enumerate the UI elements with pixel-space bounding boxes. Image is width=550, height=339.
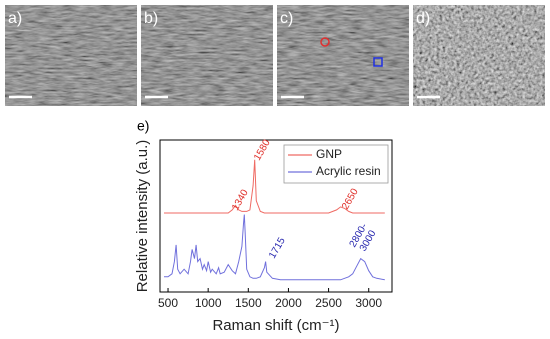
annotation-line: 1340: [230, 187, 251, 212]
series-line: [164, 159, 385, 214]
annotation-line: 1580: [252, 137, 273, 162]
x-tick-label: 1000: [195, 296, 222, 310]
x-tick-label: 1500: [235, 296, 262, 310]
annotation-line: 2650: [340, 186, 361, 211]
annotation: 1715: [267, 235, 288, 260]
series-line: [164, 214, 385, 281]
raman-chart: e) 500 1000 1500 2000 2500 3000 Raman shift (cm…: [134, 118, 393, 334]
annotation: 1340: [230, 187, 251, 212]
micrograph: [277, 5, 409, 106]
panel-label: c): [280, 10, 293, 27]
panel-label: d): [416, 10, 430, 27]
x-tick-label: 3000: [355, 296, 382, 310]
annotation: 2800-3000: [347, 221, 379, 254]
region-marker: [373, 57, 383, 67]
plot-frame: [159, 139, 393, 293]
panel-label: b): [144, 10, 158, 27]
micrograph: [413, 5, 545, 106]
x-axis-label: Raman shift (cm⁻¹): [212, 317, 339, 334]
legend-label: Acrylic resin: [316, 164, 381, 178]
micrograph: [5, 5, 137, 106]
annotation-line: 1715: [267, 235, 288, 260]
micrograph: [141, 5, 273, 106]
annotation: 1580: [252, 137, 273, 162]
y-axis-label: Relative intensity (a.u.): [134, 140, 151, 293]
legend-box: [283, 144, 389, 184]
x-tick-label: 2500: [315, 296, 342, 310]
x-tick-label: 500: [158, 296, 178, 310]
panel-label: a): [8, 10, 22, 27]
x-tick-label: 2000: [275, 296, 302, 310]
annotation: 2650: [340, 186, 361, 211]
panel-label: e): [137, 118, 149, 134]
region-marker: [320, 37, 330, 47]
micrographs: a) b) c) d): [5, 5, 545, 106]
legend-label: GNP: [316, 147, 342, 161]
